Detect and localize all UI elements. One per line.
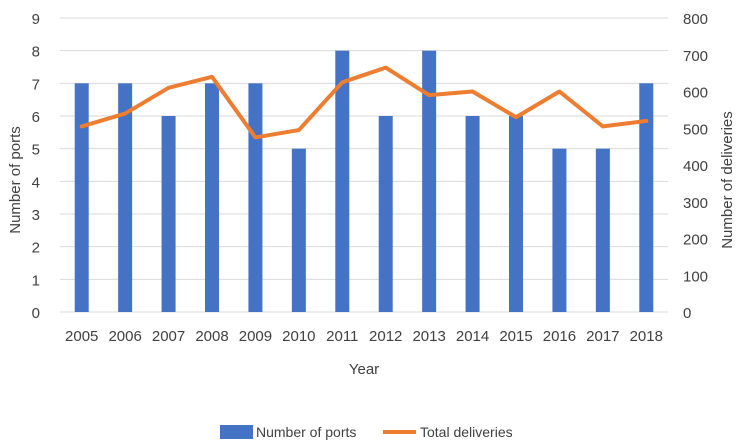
y-tick-label: 4 — [32, 174, 40, 191]
line-point-2012 — [385, 67, 387, 69]
bar-series-number-of-ports — [74, 50, 654, 313]
y-tick-label: 0 — [32, 305, 40, 322]
line-point-2011 — [341, 81, 343, 83]
line-point-2009 — [254, 136, 256, 138]
x-tick-label: 2012 — [369, 328, 402, 345]
gridlines — [60, 17, 668, 313]
y-tick-label: 1 — [32, 272, 40, 289]
bar-2006 — [118, 83, 133, 312]
bar-2016 — [552, 148, 567, 312]
x-tick-label: 2008 — [195, 328, 228, 345]
x-tick-label: 2009 — [239, 328, 272, 345]
x-tick-label: 2007 — [152, 328, 185, 345]
line-point-2015 — [515, 116, 517, 118]
line-point-2005 — [81, 125, 83, 127]
bar-2012 — [378, 116, 393, 312]
x-tick-label: 2014 — [456, 328, 489, 345]
y-tick-label: 7 — [32, 76, 40, 93]
bar-2009 — [248, 83, 263, 312]
bar-2008 — [205, 83, 219, 312]
bar-2018 — [639, 83, 654, 312]
x-axis-title: Year — [349, 361, 379, 378]
y-tick-label: 5 — [32, 142, 40, 159]
line-point-2010 — [298, 129, 300, 131]
line-point-2013 — [428, 94, 430, 96]
bar-2005 — [74, 83, 89, 312]
line-point-2016 — [558, 91, 560, 92]
legend-label-total-deliveries: Total deliveries — [420, 424, 513, 440]
line-point-2014 — [472, 91, 474, 92]
bar-2007 — [161, 116, 176, 312]
y-tick-label: 9 — [32, 11, 40, 28]
bar-2011 — [335, 50, 350, 313]
y-axis-title: Number of ports — [7, 126, 24, 234]
legend-swatch-number-of-ports — [220, 425, 253, 439]
x-tick-label: 2005 — [65, 328, 98, 345]
x-tick-label: 2017 — [586, 328, 619, 345]
bar-2013 — [422, 50, 437, 313]
x-axis-ticks: 2005 2006 2007 2008 2009 2010 2011 2012 2013 2014… — [65, 328, 663, 345]
line-point-2018 — [645, 120, 647, 122]
legend-label-number-of-ports: Number of ports — [256, 424, 356, 440]
y2-tick-label: 300 — [683, 195, 708, 212]
x-tick-label: 2010 — [282, 328, 315, 345]
x-tick-label: 2011 — [326, 328, 358, 345]
x-tick-label: 2006 — [108, 328, 141, 345]
bar-2010 — [291, 148, 306, 312]
y2-tick-label: 500 — [683, 121, 708, 138]
y2-axis-title: Number of deliveries — [719, 111, 736, 249]
y-tick-label: 2 — [32, 240, 40, 257]
total-deliveries-line — [79, 65, 649, 140]
y2-tick-label: 400 — [683, 158, 708, 175]
line-point-2017 — [602, 125, 604, 127]
x-tick-label: 2018 — [630, 328, 663, 345]
bar-2017 — [595, 148, 610, 312]
line-point-2007 — [168, 87, 170, 89]
bar-2015 — [509, 116, 523, 312]
y2-tick-label: 800 — [683, 11, 708, 28]
left-axis-ticks: 0 1 2 3 4 5 6 7 8 9 — [32, 11, 40, 322]
bar-2014 — [465, 116, 480, 312]
line-point-2006 — [124, 113, 126, 115]
right-axis-ticks: 0 100 200 300 400 500 600 700 800 — [683, 11, 708, 322]
y2-tick-label: 100 — [683, 268, 708, 285]
y2-tick-label: 700 — [683, 48, 708, 65]
y2-tick-label: 600 — [683, 85, 708, 102]
x-tick-label: 2016 — [543, 328, 576, 345]
y2-tick-label: 0 — [683, 305, 691, 322]
y-tick-label: 6 — [32, 109, 40, 126]
line-point-2008 — [211, 76, 213, 78]
y2-tick-label: 200 — [683, 232, 708, 249]
line-series-total-deliveries — [79, 65, 649, 140]
x-tick-label: 2013 — [412, 328, 445, 345]
y-tick-label: 8 — [32, 44, 40, 61]
x-tick-label: 2015 — [499, 328, 532, 345]
y-tick-label: 3 — [32, 207, 40, 224]
legend: Number of ports Total deliveries — [220, 424, 513, 440]
